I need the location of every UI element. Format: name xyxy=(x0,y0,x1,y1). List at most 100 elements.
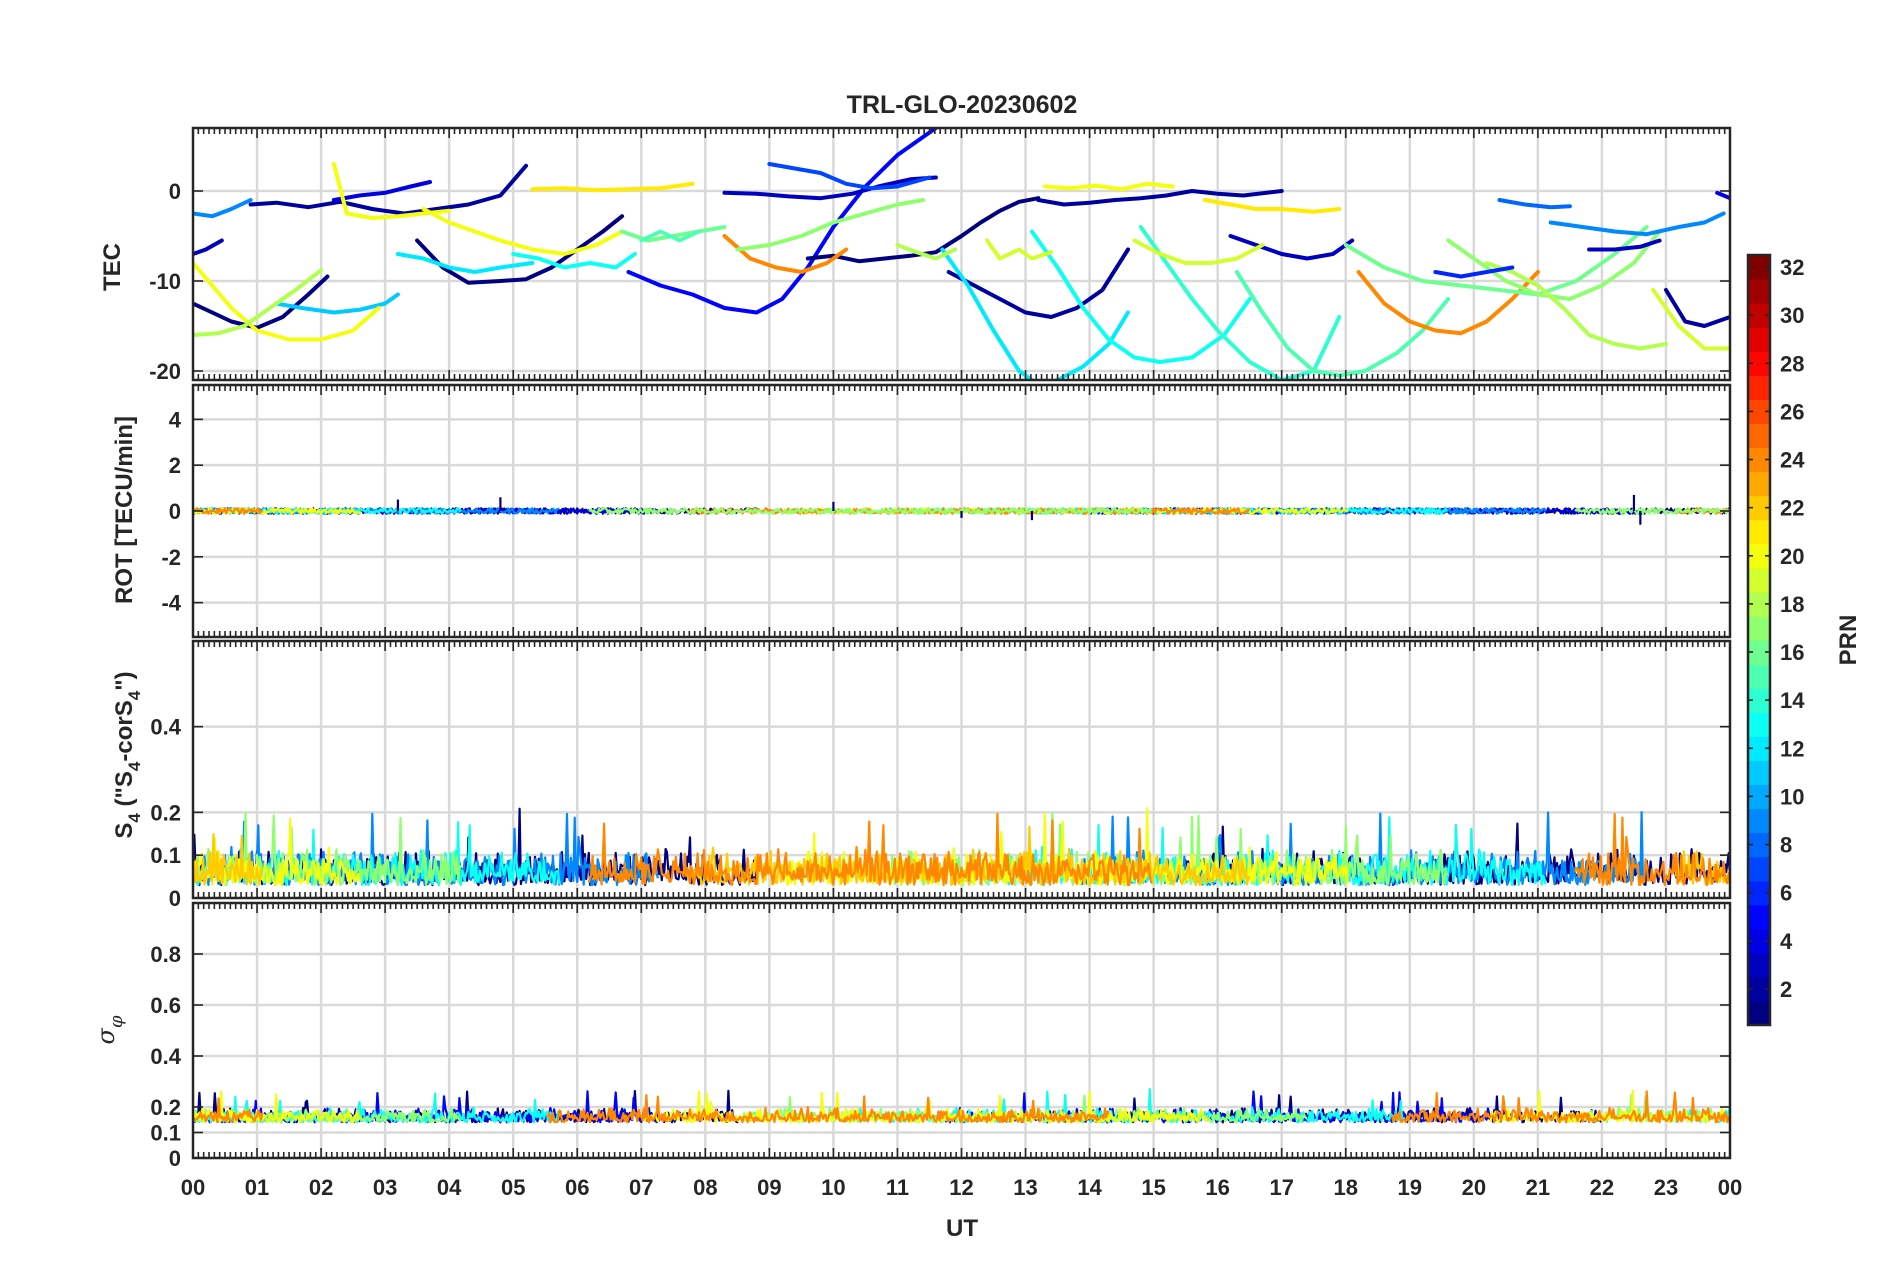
y-tick-label: -2 xyxy=(161,545,181,570)
colorbar-frame xyxy=(1746,253,1772,1027)
x-tick-label: 00 xyxy=(1718,1175,1742,1200)
colorbar-cell xyxy=(1748,832,1770,858)
tec-series-prn-1 xyxy=(193,274,330,330)
x-tick-label: 22 xyxy=(1590,1175,1614,1200)
x-tick-label: 07 xyxy=(629,1175,653,1200)
tec-series-prn-13 xyxy=(1029,229,1252,364)
x-tick-label: 16 xyxy=(1205,1175,1229,1200)
noise-trace-prn-24 xyxy=(587,812,1153,887)
y-tick-label: 0.4 xyxy=(150,1044,181,1069)
tec-series-prn-17 xyxy=(735,198,926,252)
data-layer xyxy=(193,128,1730,380)
colorbar-cell xyxy=(1748,519,1770,545)
x-tick-label: 18 xyxy=(1334,1175,1358,1200)
tec-series-prn-19 xyxy=(1132,238,1265,265)
y-tick-label: 0.2 xyxy=(150,800,181,825)
noise-trace-prn-24 xyxy=(1390,1090,1730,1124)
y-tick-label: -20 xyxy=(149,359,181,384)
x-axis-label: UT xyxy=(946,1215,978,1242)
tec-series-prn-4 xyxy=(1715,190,1730,201)
tec-series-prn-15 xyxy=(1234,270,1451,378)
colorbar-cell xyxy=(1748,640,1770,665)
x-tick-label: 17 xyxy=(1269,1175,1293,1200)
tec-series-prn-16 xyxy=(1343,225,1649,297)
tec-series-prn-14 xyxy=(1138,225,1342,380)
data-layer xyxy=(193,494,1730,525)
colorbar-cell xyxy=(1748,712,1770,737)
colorbar-cell xyxy=(1748,856,1770,882)
x-tick-label: 09 xyxy=(757,1175,781,1200)
y-tick-label: 4 xyxy=(169,407,182,432)
tec-series-prn-13 xyxy=(511,252,637,270)
colorbar-tick-label: 10 xyxy=(1780,784,1804,809)
tec-series-prn-20 xyxy=(193,261,381,342)
y-tick-label: 0.2 xyxy=(150,1095,181,1120)
x-tick-label: 12 xyxy=(949,1175,973,1200)
noise-trace-prn-24 xyxy=(545,1094,1110,1124)
colorbar-cell xyxy=(1748,615,1770,641)
chart-title: TRL-GLO-20230602 xyxy=(847,91,1078,119)
colorbar-cell xyxy=(1748,880,1770,906)
tec-series-prn-2 xyxy=(946,247,1130,319)
x-tick-label: 00 xyxy=(181,1175,205,1200)
tec-series-prn-3 xyxy=(1587,238,1662,252)
y-tick-label: 0.6 xyxy=(150,993,181,1018)
colorbar-cell xyxy=(1748,495,1770,521)
x-tick-label: 06 xyxy=(565,1175,589,1200)
tec-series-prn-18 xyxy=(1484,261,1668,351)
colorbar-cell xyxy=(1748,784,1770,810)
x-tick-label: 21 xyxy=(1526,1175,1550,1200)
colorbar-cell xyxy=(1748,976,1770,1002)
tec-series-prn-21 xyxy=(1202,198,1342,214)
y-tick-label: 0 xyxy=(169,886,181,911)
tec-series-prn-3 xyxy=(1228,234,1355,261)
colorbar-tick-label: 28 xyxy=(1780,351,1804,376)
tec-series-prn-24 xyxy=(722,234,849,274)
x-tick-labels: 00 01 02 03 04 05 06 07 08 09 10 11 12 13 14 15 16 17 18 19… xyxy=(181,1175,1742,1200)
y-tick-label: 0 xyxy=(169,179,181,204)
y-axis-label-tec: TEC xyxy=(99,243,126,291)
data-layer xyxy=(193,807,1730,887)
noise-trace-prn-22 xyxy=(686,825,1251,887)
tec-series-prn-5 xyxy=(626,128,938,315)
y-tick-label: 2 xyxy=(169,453,181,478)
colorbar-cell xyxy=(1748,808,1770,834)
x-tick-label: 10 xyxy=(821,1175,845,1200)
noise-trace-prn-17 xyxy=(1574,507,1730,515)
x-tick-label: 05 xyxy=(501,1175,525,1200)
y-tick-label: 0 xyxy=(169,499,181,524)
panel-sigma: 0.8 0.6 0.4 0.20.10 xyxy=(150,901,1732,1171)
tec-series-prn-7 xyxy=(767,162,932,191)
colorbar-cell xyxy=(1748,375,1770,400)
y-axis-label-sigma: σφ xyxy=(92,1015,127,1044)
tec-series-prn-11 xyxy=(274,292,400,315)
colorbar-tick-label: 30 xyxy=(1780,303,1804,328)
y-tick-label: 0.1 xyxy=(150,1121,181,1146)
colorbar-tick-label: 8 xyxy=(1780,833,1792,858)
y-tick-label: 0.4 xyxy=(150,715,181,740)
colorbar-tick-label: 4 xyxy=(1780,929,1793,954)
colorbar-cell xyxy=(1748,447,1770,473)
colorbar-cell xyxy=(1748,952,1770,978)
colorbar-cell xyxy=(1748,351,1770,376)
x-tick-label: 14 xyxy=(1077,1175,1102,1200)
tec-series-prn-12 xyxy=(940,247,1130,380)
x-tick-label: 03 xyxy=(373,1175,397,1200)
colorbar-tick-label: 32 xyxy=(1780,255,1804,280)
colorbar-tick-label: 20 xyxy=(1780,544,1804,569)
y-tick-label: -10 xyxy=(149,269,181,294)
y-tick-label: -4 xyxy=(161,591,181,616)
x-tick-label: 23 xyxy=(1654,1175,1678,1200)
tec-series-prn-2 xyxy=(1036,189,1284,207)
colorbar-cell xyxy=(1748,303,1770,328)
colorbar-cell xyxy=(1748,543,1770,569)
tec-series-prn-19 xyxy=(1651,288,1730,351)
colorbar-cell xyxy=(1748,904,1770,930)
y-tick-label: 0 xyxy=(169,1146,181,1171)
tec-series-prn-12 xyxy=(395,252,535,274)
noise-trace-prn-17 xyxy=(588,507,1153,515)
y-axis-label-s4: S4 ("S4-corS4") xyxy=(111,671,144,838)
tec-series-prn-18 xyxy=(895,243,958,261)
noise-trace-prn-24 xyxy=(1573,812,1730,887)
